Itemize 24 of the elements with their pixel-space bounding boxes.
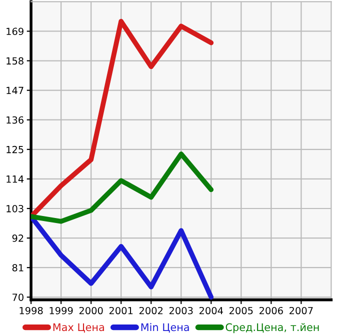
y-tick-label: 92 [12,234,24,242]
y-tick-label: 114 [6,176,24,183]
x-tick-label: 2003 [169,306,193,314]
x-tick-label: 2007 [290,306,313,314]
legend-label: Min Цена [141,323,189,333]
y-tick-label: 147 [6,86,24,94]
x-tick-label: 1999 [50,306,73,314]
x-tick-label: 2000 [79,306,103,314]
x-tick-label: 2004 [199,306,223,314]
y-tick-label: 81 [12,264,24,272]
y-tick-label: 125 [6,146,24,154]
x-tick-label: 2005 [229,306,253,314]
x-tick-label: 2002 [139,306,163,314]
x-tick-label: 2001 [109,306,133,314]
line-series [31,152,214,224]
legend-label: Сред.Цена, т.йен [226,323,319,334]
y-tick-label: 158 [6,57,24,65]
y-tick-label: 169 [6,28,24,36]
y-tick-label: 136 [6,116,24,124]
y-tick-label: 70 [12,294,24,301]
legend-label: Max Цена [53,323,104,333]
x-tick-label: 1998 [20,306,43,314]
x-tick-label: 2006 [260,306,283,314]
y-tick-label: 103 [6,204,24,212]
